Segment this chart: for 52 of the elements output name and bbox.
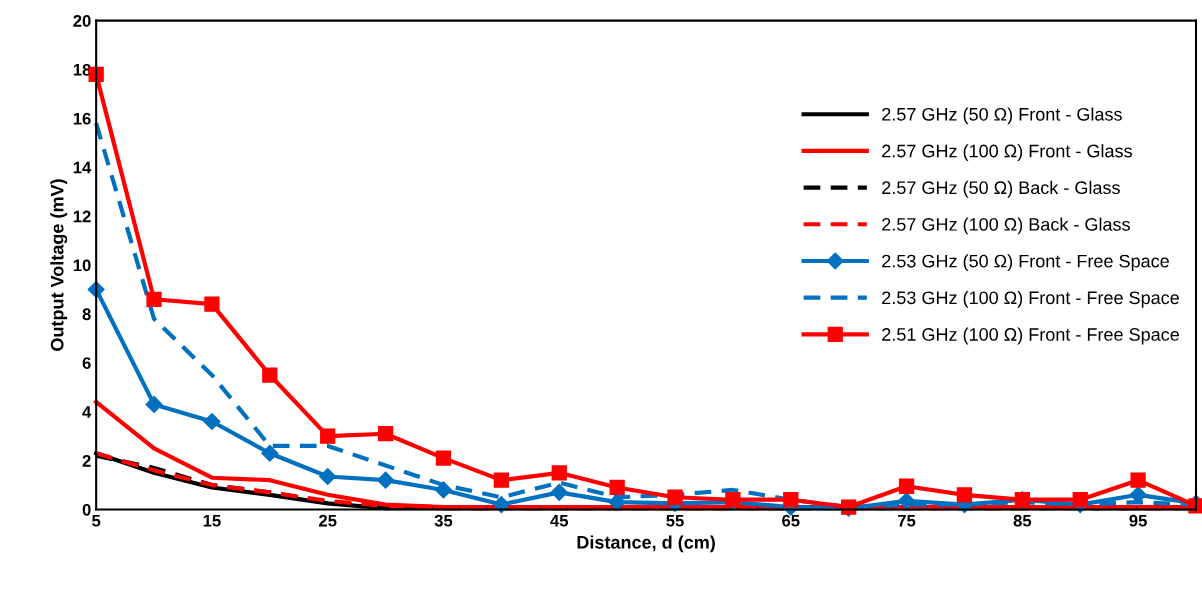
point — [261, 444, 279, 462]
y-tick-label: 6 — [82, 357, 91, 370]
y-tick-label: 8 — [82, 308, 91, 321]
point — [320, 428, 336, 444]
x-tick-label: 5 — [92, 514, 101, 527]
legend-label: 2.53 GHz (100 Ω) Front - Free Space — [882, 290, 1179, 308]
y-tick-label: 4 — [82, 406, 92, 418]
y-tick-label: 20 — [73, 15, 91, 27]
point — [146, 291, 162, 307]
x-tick-label: 75 — [898, 514, 916, 527]
legend-label: 2.57 GHz (100 Ω) Back - Glass — [882, 217, 1130, 235]
point — [319, 467, 337, 486]
point — [550, 483, 568, 501]
point — [493, 472, 510, 488]
legend-label: 2.53 GHz (50 Ω) Front - Free Space — [882, 254, 1169, 272]
point — [204, 296, 220, 312]
point — [203, 412, 221, 431]
point — [551, 465, 567, 481]
y-tick-label: 10 — [73, 259, 91, 272]
x-tick-label: 55 — [666, 514, 684, 527]
legend-label: 2.57 GHz (50 Ω) Back - Glass — [882, 180, 1120, 198]
x-tick-label: 35 — [434, 514, 453, 527]
x-tick-label: 85 — [1013, 514, 1032, 527]
point — [783, 492, 799, 508]
point — [898, 478, 915, 494]
y-axis-title: Output Voltage (mV) — [50, 179, 68, 351]
y-tick-label: 2 — [82, 455, 91, 467]
point — [377, 426, 394, 442]
point — [145, 395, 163, 413]
point — [667, 489, 683, 505]
x-tick-label: 65 — [782, 514, 800, 527]
point — [609, 479, 625, 496]
y-tick-label: 16 — [73, 112, 91, 125]
point — [1130, 472, 1146, 488]
legend-label: 2.57 GHz (50 Ω) Front - Glass — [882, 107, 1122, 125]
point — [956, 487, 973, 503]
x-tick-label: 45 — [550, 514, 569, 527]
point — [1072, 492, 1088, 508]
point — [435, 450, 452, 466]
y-tick-label: 14 — [73, 161, 92, 174]
x-tick-label: 95 — [1129, 514, 1147, 527]
x-tick-label: 15 — [203, 514, 221, 527]
point — [377, 471, 395, 489]
x-axis-title: Distance, d (cm) — [577, 535, 715, 553]
y-tick-label: 0 — [82, 503, 91, 516]
legend-label: 2.51 GHz (100 Ω) Front - Free Space — [882, 327, 1179, 345]
legend-label: 2.57 GHz (100 Ω) Front - Glass — [882, 144, 1132, 161]
point — [898, 492, 916, 510]
point — [262, 367, 278, 383]
y-tick-label: 12 — [73, 210, 91, 223]
point — [434, 481, 453, 499]
x-tick-label: 25 — [319, 514, 337, 527]
